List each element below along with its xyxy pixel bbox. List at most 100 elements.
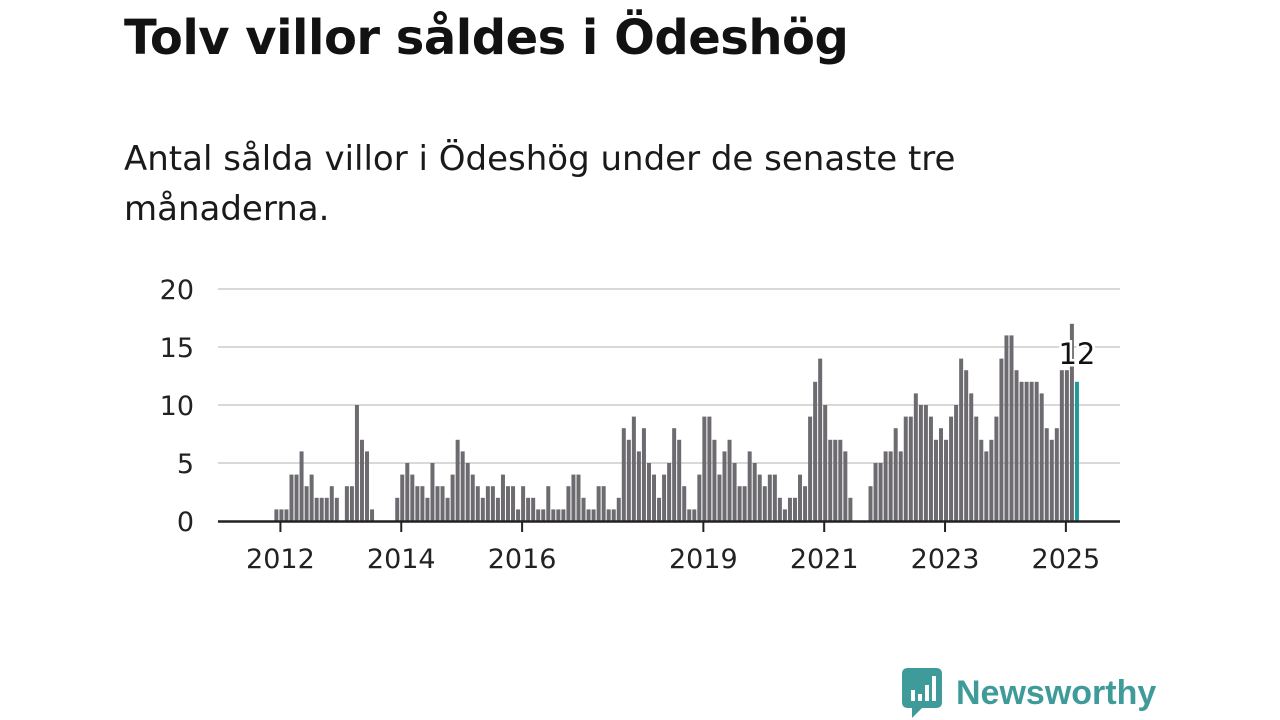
x-tick-label: 2025 <box>1032 544 1101 575</box>
bar <box>999 358 1004 521</box>
bar <box>405 463 410 521</box>
bar <box>284 509 289 521</box>
bar <box>687 509 692 521</box>
bar <box>787 497 792 521</box>
bar <box>1014 370 1019 521</box>
bar <box>516 509 521 521</box>
bar <box>727 439 732 521</box>
bar <box>1034 381 1039 521</box>
bar <box>1054 428 1059 521</box>
bar <box>707 416 712 521</box>
chart-subtitle: Antal sålda villor i Ödeshög under de se… <box>124 139 956 229</box>
bar <box>667 463 672 521</box>
bar <box>541 509 546 521</box>
bar <box>1044 428 1049 521</box>
bar <box>662 474 667 521</box>
bar <box>757 474 762 521</box>
bar <box>752 463 757 521</box>
bar <box>531 497 536 521</box>
bar <box>430 463 435 521</box>
bar <box>1049 439 1054 521</box>
bar <box>692 509 697 521</box>
bar <box>712 439 717 521</box>
bar <box>762 486 767 521</box>
bar <box>546 486 551 521</box>
y-axis: 0 5 10 15 20 <box>160 275 194 538</box>
bar <box>813 381 818 521</box>
x-tick-label: 2021 <box>790 544 859 575</box>
bar <box>425 497 430 521</box>
bar <box>868 486 873 521</box>
bar <box>536 509 541 521</box>
y-tick-label: 15 <box>160 333 194 364</box>
bar <box>480 497 485 521</box>
bar <box>823 405 828 521</box>
bar <box>1039 393 1044 521</box>
bar <box>737 486 742 521</box>
bar <box>964 370 969 521</box>
bar <box>460 451 465 521</box>
bar <box>979 439 984 521</box>
bar <box>923 405 928 521</box>
brand-name: Newsworthy <box>956 673 1157 712</box>
bar <box>576 474 581 521</box>
bar <box>495 497 500 521</box>
bar <box>959 358 964 521</box>
bar <box>556 509 561 521</box>
bars <box>274 323 1079 521</box>
bar <box>782 509 787 521</box>
bar <box>878 463 883 521</box>
bar <box>636 451 641 521</box>
chart-title: Tolv villor såldes i Ödeshög <box>124 10 849 66</box>
bar <box>1064 370 1069 521</box>
bar <box>304 486 309 521</box>
data-labels: 12 <box>1056 335 1098 374</box>
bar <box>329 486 334 521</box>
bar <box>506 486 510 521</box>
bar <box>511 486 516 521</box>
bar <box>279 509 284 521</box>
bar <box>792 497 797 521</box>
bar <box>359 439 364 521</box>
newsworthy-logo: Newsworthy <box>902 668 1156 718</box>
bar <box>470 474 475 521</box>
bar <box>657 497 662 521</box>
bar <box>772 474 777 521</box>
bar <box>319 497 324 521</box>
bar <box>833 439 838 521</box>
bar <box>1069 323 1074 521</box>
y-tick-label: 5 <box>177 449 194 480</box>
bar <box>944 439 949 521</box>
x-tick-label: 2012 <box>246 544 315 575</box>
bar <box>883 451 888 521</box>
bar <box>984 451 989 521</box>
bar <box>682 486 687 521</box>
bar <box>324 497 329 521</box>
bar <box>1059 370 1064 521</box>
bar <box>445 497 450 521</box>
bar <box>767 474 772 521</box>
bar <box>485 486 490 521</box>
bar <box>828 439 833 521</box>
bar <box>954 405 959 521</box>
bar <box>606 509 611 521</box>
bar <box>818 358 823 521</box>
bar <box>410 474 415 521</box>
bar <box>626 439 631 521</box>
bar <box>803 486 808 521</box>
bar <box>888 451 893 521</box>
bar <box>747 451 752 521</box>
data-label: 12 <box>1058 337 1095 371</box>
bar <box>994 416 999 521</box>
y-tick-label: 20 <box>160 275 194 306</box>
newsworthy-bars-icon <box>902 668 942 718</box>
y-tick-label: 0 <box>177 507 194 538</box>
bar <box>500 474 505 521</box>
bar <box>1029 381 1034 521</box>
bar <box>949 416 954 521</box>
bar <box>742 486 747 521</box>
bar <box>571 474 576 521</box>
bar <box>521 486 526 521</box>
bar <box>561 509 566 521</box>
bar <box>596 486 601 521</box>
